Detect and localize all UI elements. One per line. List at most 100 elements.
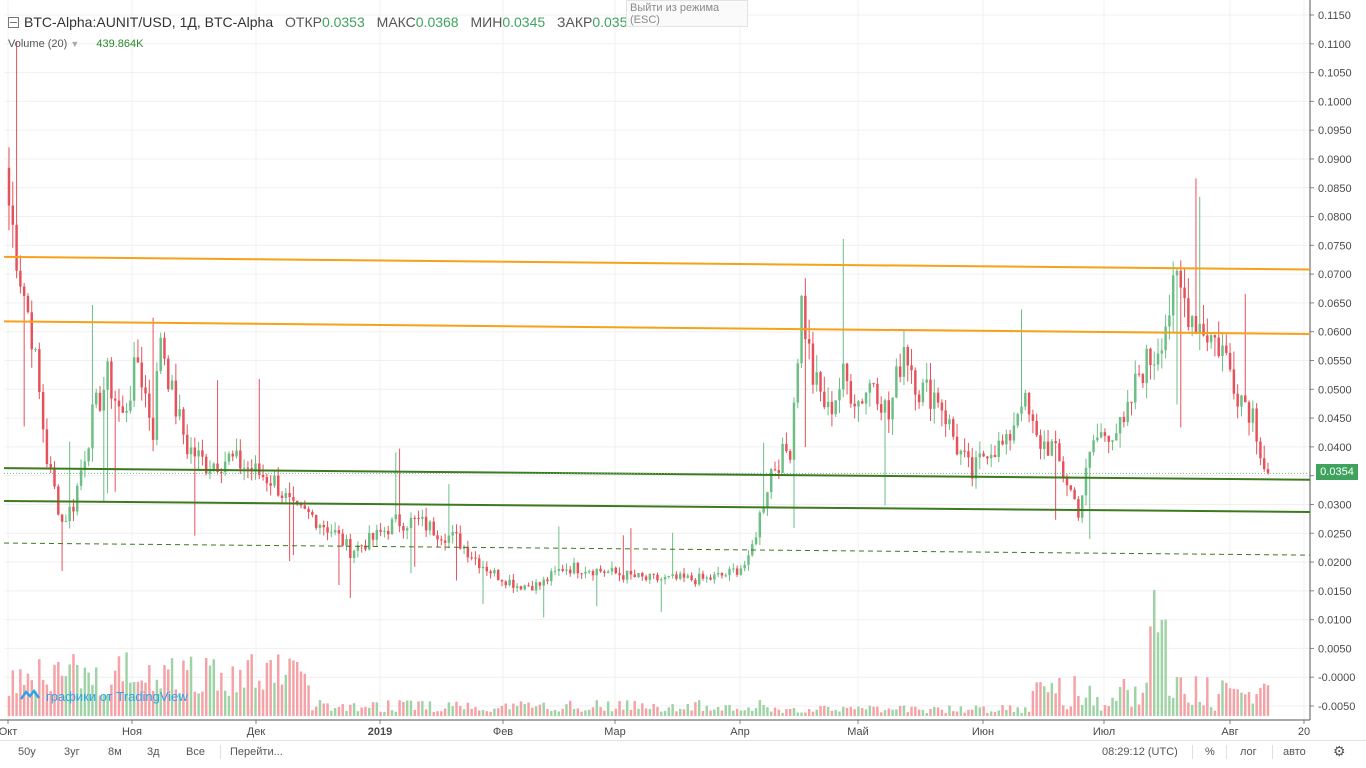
candle[interactable] xyxy=(713,574,716,580)
candle[interactable] xyxy=(948,419,951,425)
candle[interactable] xyxy=(258,463,261,475)
candle[interactable] xyxy=(561,568,564,571)
candle[interactable] xyxy=(872,383,875,385)
candle[interactable] xyxy=(26,295,30,313)
candle[interactable] xyxy=(944,410,947,425)
candle[interactable] xyxy=(633,574,636,578)
candle[interactable] xyxy=(53,467,56,487)
range-8m[interactable]: 8м xyxy=(108,746,122,758)
candle[interactable] xyxy=(580,573,583,575)
candle[interactable] xyxy=(974,457,978,479)
candle[interactable] xyxy=(330,532,333,534)
candle[interactable] xyxy=(1054,441,1057,444)
candle[interactable] xyxy=(7,167,11,206)
range-3d[interactable]: 3д xyxy=(147,746,160,758)
candle[interactable] xyxy=(807,339,811,344)
candle[interactable] xyxy=(1050,441,1054,456)
candle[interactable] xyxy=(675,574,678,579)
candle[interactable] xyxy=(629,570,633,575)
candle[interactable] xyxy=(732,568,735,570)
candle[interactable] xyxy=(622,575,625,580)
candle[interactable] xyxy=(720,573,724,576)
log-toggle[interactable]: лог xyxy=(1240,746,1257,758)
candle[interactable] xyxy=(781,443,784,474)
candle[interactable] xyxy=(371,532,375,540)
candle[interactable] xyxy=(565,569,568,571)
candle[interactable] xyxy=(496,569,500,580)
candle[interactable] xyxy=(1247,402,1251,423)
candle[interactable] xyxy=(1262,458,1266,470)
candle[interactable] xyxy=(1058,443,1061,462)
candle[interactable] xyxy=(728,568,731,576)
candle[interactable] xyxy=(660,579,663,581)
candle[interactable] xyxy=(193,447,197,457)
candle[interactable] xyxy=(87,448,90,462)
candle[interactable] xyxy=(1122,417,1126,423)
candle[interactable] xyxy=(671,574,674,576)
candle[interactable] xyxy=(45,429,49,465)
candle[interactable] xyxy=(777,470,781,474)
candle[interactable] xyxy=(993,454,997,457)
range-3y[interactable]: 3уг xyxy=(64,746,80,758)
candle[interactable] xyxy=(428,521,432,531)
candle[interactable] xyxy=(121,406,124,413)
candle[interactable] xyxy=(341,533,344,546)
candle[interactable] xyxy=(648,573,652,580)
candle[interactable] xyxy=(1232,369,1236,394)
candle[interactable] xyxy=(864,392,868,404)
candle[interactable] xyxy=(197,450,200,457)
candle[interactable] xyxy=(83,461,87,471)
candle[interactable] xyxy=(1061,461,1065,477)
candle[interactable] xyxy=(129,400,132,411)
candle[interactable] xyxy=(1012,425,1016,441)
candle[interactable] xyxy=(701,573,705,579)
gear-icon[interactable]: ⚙ xyxy=(1333,743,1346,759)
candle[interactable] xyxy=(963,450,966,452)
candle[interactable] xyxy=(504,581,508,586)
candle[interactable] xyxy=(155,370,159,440)
candle[interactable] xyxy=(1259,441,1262,459)
candle[interactable] xyxy=(352,550,356,559)
candle[interactable] xyxy=(1020,406,1023,414)
candle[interactable] xyxy=(1065,476,1069,486)
price-chart[interactable]: 0.1150 0.1100 0.1050 0.1000 0.0950 0.0900 0.08… xyxy=(0,0,1366,740)
candle[interactable] xyxy=(34,349,37,351)
candle[interactable] xyxy=(15,224,18,271)
candle[interactable] xyxy=(682,573,686,578)
candle[interactable] xyxy=(436,535,439,540)
candle[interactable] xyxy=(531,586,534,591)
candle[interactable] xyxy=(898,366,902,377)
candle[interactable] xyxy=(1103,432,1107,436)
candle[interactable] xyxy=(368,532,371,550)
candle[interactable] xyxy=(785,443,788,452)
candle[interactable] xyxy=(1027,392,1031,415)
candle[interactable] xyxy=(853,403,856,407)
candle[interactable] xyxy=(534,582,538,591)
candle[interactable] xyxy=(1099,432,1103,438)
candle[interactable] xyxy=(386,530,390,535)
goto-date[interactable]: Перейти... xyxy=(230,746,283,758)
candle[interactable] xyxy=(1206,335,1209,343)
candle[interactable] xyxy=(1096,437,1099,441)
candle[interactable] xyxy=(595,568,599,576)
candle[interactable] xyxy=(1171,275,1175,316)
candle[interactable] xyxy=(337,530,341,534)
candle[interactable] xyxy=(902,347,906,377)
candle[interactable] xyxy=(887,400,891,420)
candle[interactable] xyxy=(201,450,204,457)
candle[interactable] xyxy=(284,492,288,499)
candle[interactable] xyxy=(493,569,496,574)
candle[interactable] xyxy=(470,557,473,559)
candle[interactable] xyxy=(1251,408,1255,423)
candle[interactable] xyxy=(163,337,166,359)
candle[interactable] xyxy=(1209,335,1213,343)
candle[interactable] xyxy=(280,495,284,499)
candle[interactable] xyxy=(766,492,769,508)
candle[interactable] xyxy=(322,525,325,528)
candle[interactable] xyxy=(906,347,909,366)
candle[interactable] xyxy=(1183,287,1186,299)
candle[interactable] xyxy=(587,571,591,573)
candle[interactable] xyxy=(261,474,265,478)
candle[interactable] xyxy=(151,417,155,440)
candle[interactable] xyxy=(523,585,526,590)
